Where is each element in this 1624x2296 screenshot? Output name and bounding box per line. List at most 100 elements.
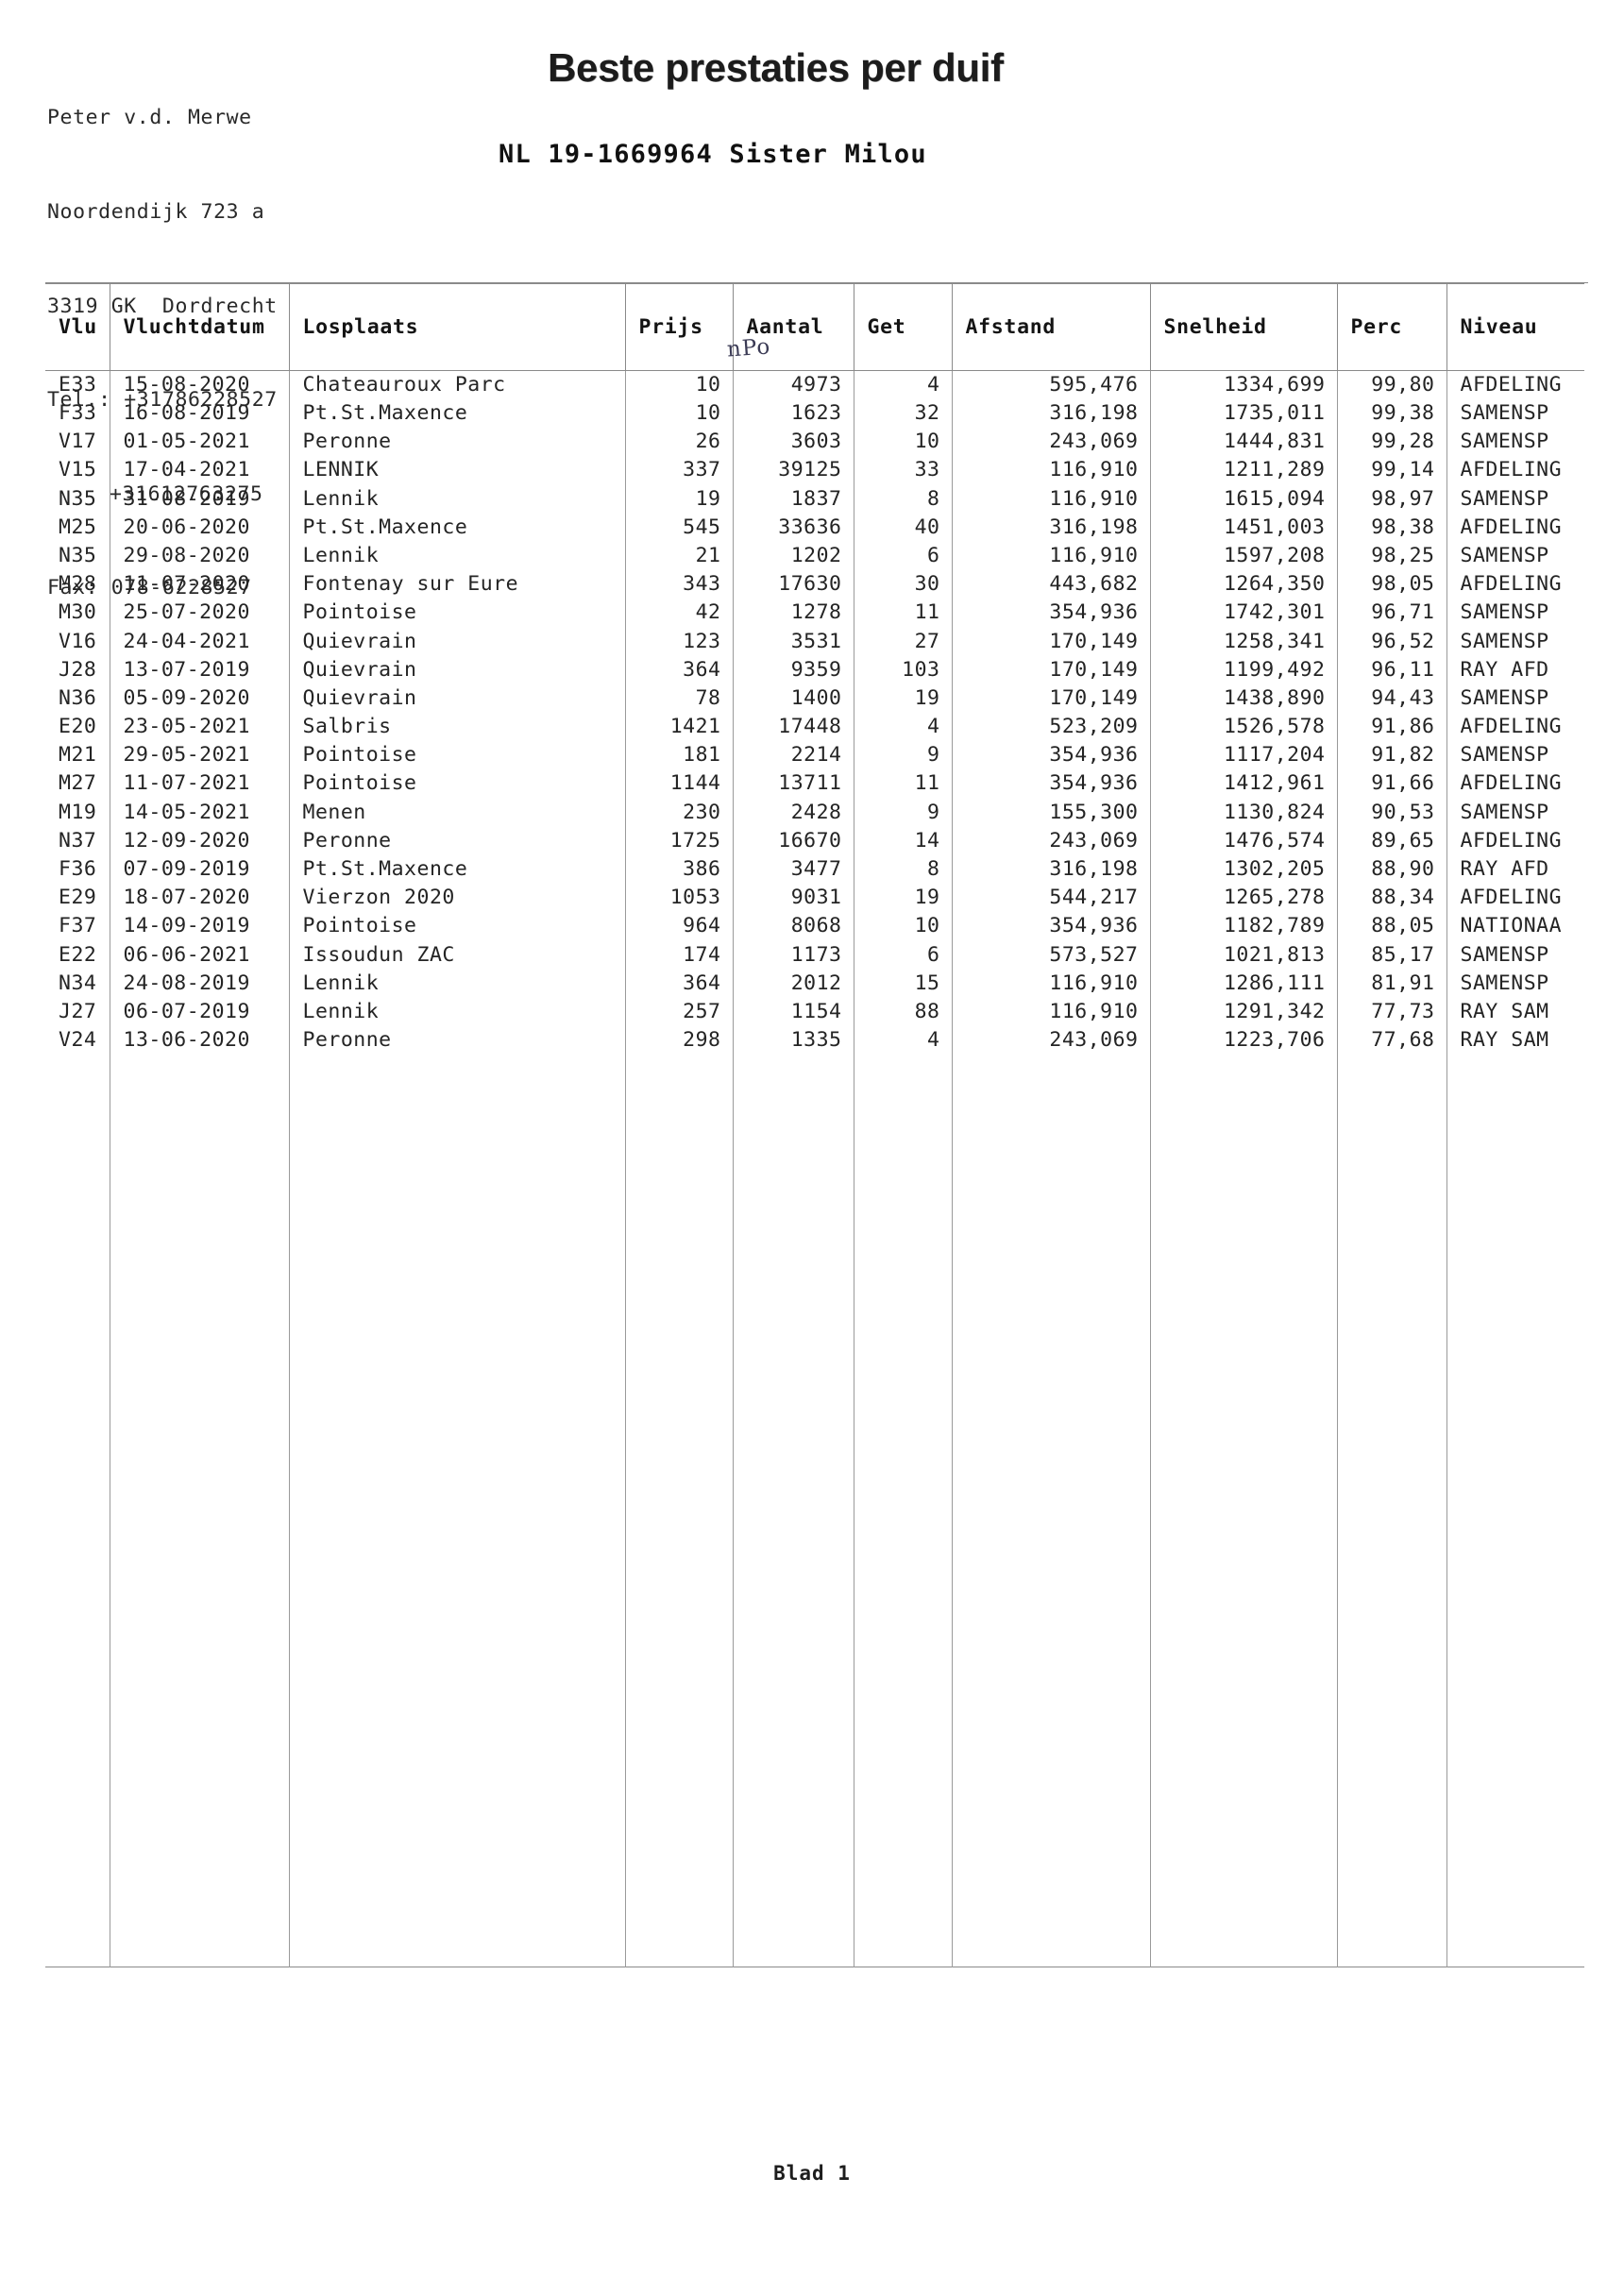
cell-empty-niveau	[1446, 1254, 1584, 1282]
cell-perc: 88,05	[1337, 912, 1447, 941]
cell-empty-vluchtdatum	[110, 1681, 290, 1711]
cell-vluchtdatum: 07-09-2019	[110, 854, 290, 884]
cell-prijs: 1725	[625, 826, 734, 855]
cell-vlu: E33	[45, 370, 110, 399]
pigeon-identifier: NL 19-1669964 Sister Milou	[499, 140, 927, 169]
cell-get: 15	[854, 969, 953, 998]
cell-perc: 88,34	[1337, 883, 1447, 913]
cell-aantal: 17448	[733, 712, 854, 741]
cell-perc: 98,97	[1337, 484, 1447, 514]
cell-prijs: 343	[625, 569, 734, 599]
cell-get: 6	[854, 940, 953, 970]
cell-prijs: 1053	[625, 883, 734, 913]
cell-empty-niveau	[1446, 1796, 1584, 1824]
cell-empty-prijs	[625, 1111, 734, 1140]
cell-get: 27	[854, 627, 953, 656]
cell-snelheid: 1117,204	[1150, 740, 1338, 770]
cell-empty-losplaats	[289, 1453, 626, 1482]
cell-empty-vluchtdatum	[110, 1511, 290, 1540]
cell-empty-vlu	[45, 1652, 110, 1682]
cell-empty-losplaats	[289, 1881, 626, 1910]
cell-empty-niveau	[1446, 1567, 1584, 1595]
cell-get: 33	[854, 456, 953, 485]
table-row: V17 01-05-2021 Peronne 26 3603 10 243,069 1444,…	[45, 427, 1584, 457]
cell-snelheid: 1021,813	[1150, 940, 1338, 970]
column-header-perc: Perc	[1337, 283, 1447, 371]
cell-empty-afstand	[952, 1196, 1151, 1226]
cell-empty-prijs	[625, 1852, 734, 1882]
cell-empty-prijs	[625, 1196, 734, 1226]
cell-get: 14	[854, 826, 953, 855]
cell-empty-vlu	[45, 1368, 110, 1397]
cell-empty-vlu	[45, 1681, 110, 1711]
cell-aantal: 8068	[733, 912, 854, 941]
cell-empty-vlu	[45, 1453, 110, 1482]
cell-empty-prijs	[625, 1282, 734, 1311]
cell-vluchtdatum: 11-07-2020	[110, 569, 290, 599]
cell-get: 19	[854, 883, 953, 913]
cell-empty-aantal	[733, 1254, 854, 1283]
cell-get: 88	[854, 997, 953, 1026]
cell-snelheid: 1264,350	[1150, 569, 1338, 599]
cell-get: 4	[854, 712, 953, 741]
cell-snelheid: 1211,289	[1150, 456, 1338, 485]
cell-losplaats: Issoudun ZAC	[289, 940, 626, 970]
cell-get: 4	[854, 370, 953, 399]
table-empty-row	[45, 1111, 1584, 1140]
cell-empty-perc	[1337, 1795, 1447, 1825]
table-row: N35 29-08-2020 Lennik 21 1202 6 116,910 1597,20…	[45, 541, 1584, 570]
cell-aantal: 2214	[733, 740, 854, 770]
cell-vlu: F36	[45, 854, 110, 884]
table-empty-row	[45, 1624, 1584, 1653]
cell-empty-losplaats	[289, 1140, 626, 1169]
cell-empty-losplaats	[289, 1396, 626, 1426]
handwritten-annotation: nPo	[726, 334, 772, 363]
cell-aantal: 1623	[733, 398, 854, 428]
cell-empty-afstand	[952, 1396, 1151, 1426]
cell-empty-perc	[1337, 1310, 1447, 1340]
cell-vluchtdatum: 16-08-2019	[110, 398, 290, 428]
table-row: F33 16-08-2019 Pt.St.Maxence 10 1623 32 316,19…	[45, 398, 1584, 428]
cell-niveau: AFDELING	[1460, 373, 1563, 397]
cell-get: 10	[854, 427, 953, 457]
cell-prijs: 42	[625, 599, 734, 628]
cell-vlu: M28	[45, 569, 110, 599]
cell-perc: 96,71	[1337, 599, 1447, 628]
cell-aantal: 1837	[733, 484, 854, 514]
cell-empty-vlu	[45, 1710, 110, 1739]
cell-prijs: 1421	[625, 712, 734, 741]
cell-vluchtdatum: 06-06-2021	[110, 940, 290, 970]
cell-afstand: 544,217	[952, 883, 1151, 913]
cell-niveau: RAY AFD	[1460, 657, 1549, 682]
cell-perc: 98,25	[1337, 541, 1447, 570]
column-header-niveau: Niveau	[1446, 283, 1584, 371]
cell-empty-prijs	[625, 1624, 734, 1653]
cell-empty-perc	[1337, 1567, 1447, 1596]
cell-prijs: 21	[625, 541, 734, 570]
table-empty-row	[45, 1681, 1584, 1711]
cell-empty-afstand	[952, 1595, 1151, 1625]
cell-empty-niveau	[1446, 1197, 1584, 1225]
cell-perc: 77,68	[1337, 1025, 1447, 1055]
cell-empty-perc	[1337, 1254, 1447, 1283]
cell-empty-snelheid	[1150, 1453, 1338, 1482]
cell-empty-afstand	[952, 1282, 1151, 1311]
cell-afstand: 243,069	[952, 826, 1151, 855]
table-empty-row	[45, 1140, 1584, 1169]
cell-get: 8	[854, 854, 953, 884]
table-empty-row	[45, 1511, 1584, 1540]
cell-empty-vluchtdatum	[110, 1652, 290, 1682]
cell-empty-afstand	[952, 1168, 1151, 1197]
cell-empty-vlu	[45, 1795, 110, 1825]
cell-empty-vlu	[45, 1595, 110, 1625]
cell-empty-aantal	[733, 1567, 854, 1596]
cell-afstand: 243,069	[952, 1025, 1151, 1055]
cell-empty-vlu	[45, 1254, 110, 1283]
cell-empty-prijs	[625, 1481, 734, 1511]
cell-losplaats: Lennik	[289, 969, 626, 998]
cell-empty-aantal	[733, 1710, 854, 1739]
cell-empty-snelheid	[1150, 1225, 1338, 1255]
cell-empty-aantal	[733, 1140, 854, 1169]
cell-empty-afstand	[952, 1681, 1151, 1711]
cell-empty-get	[854, 1425, 953, 1454]
